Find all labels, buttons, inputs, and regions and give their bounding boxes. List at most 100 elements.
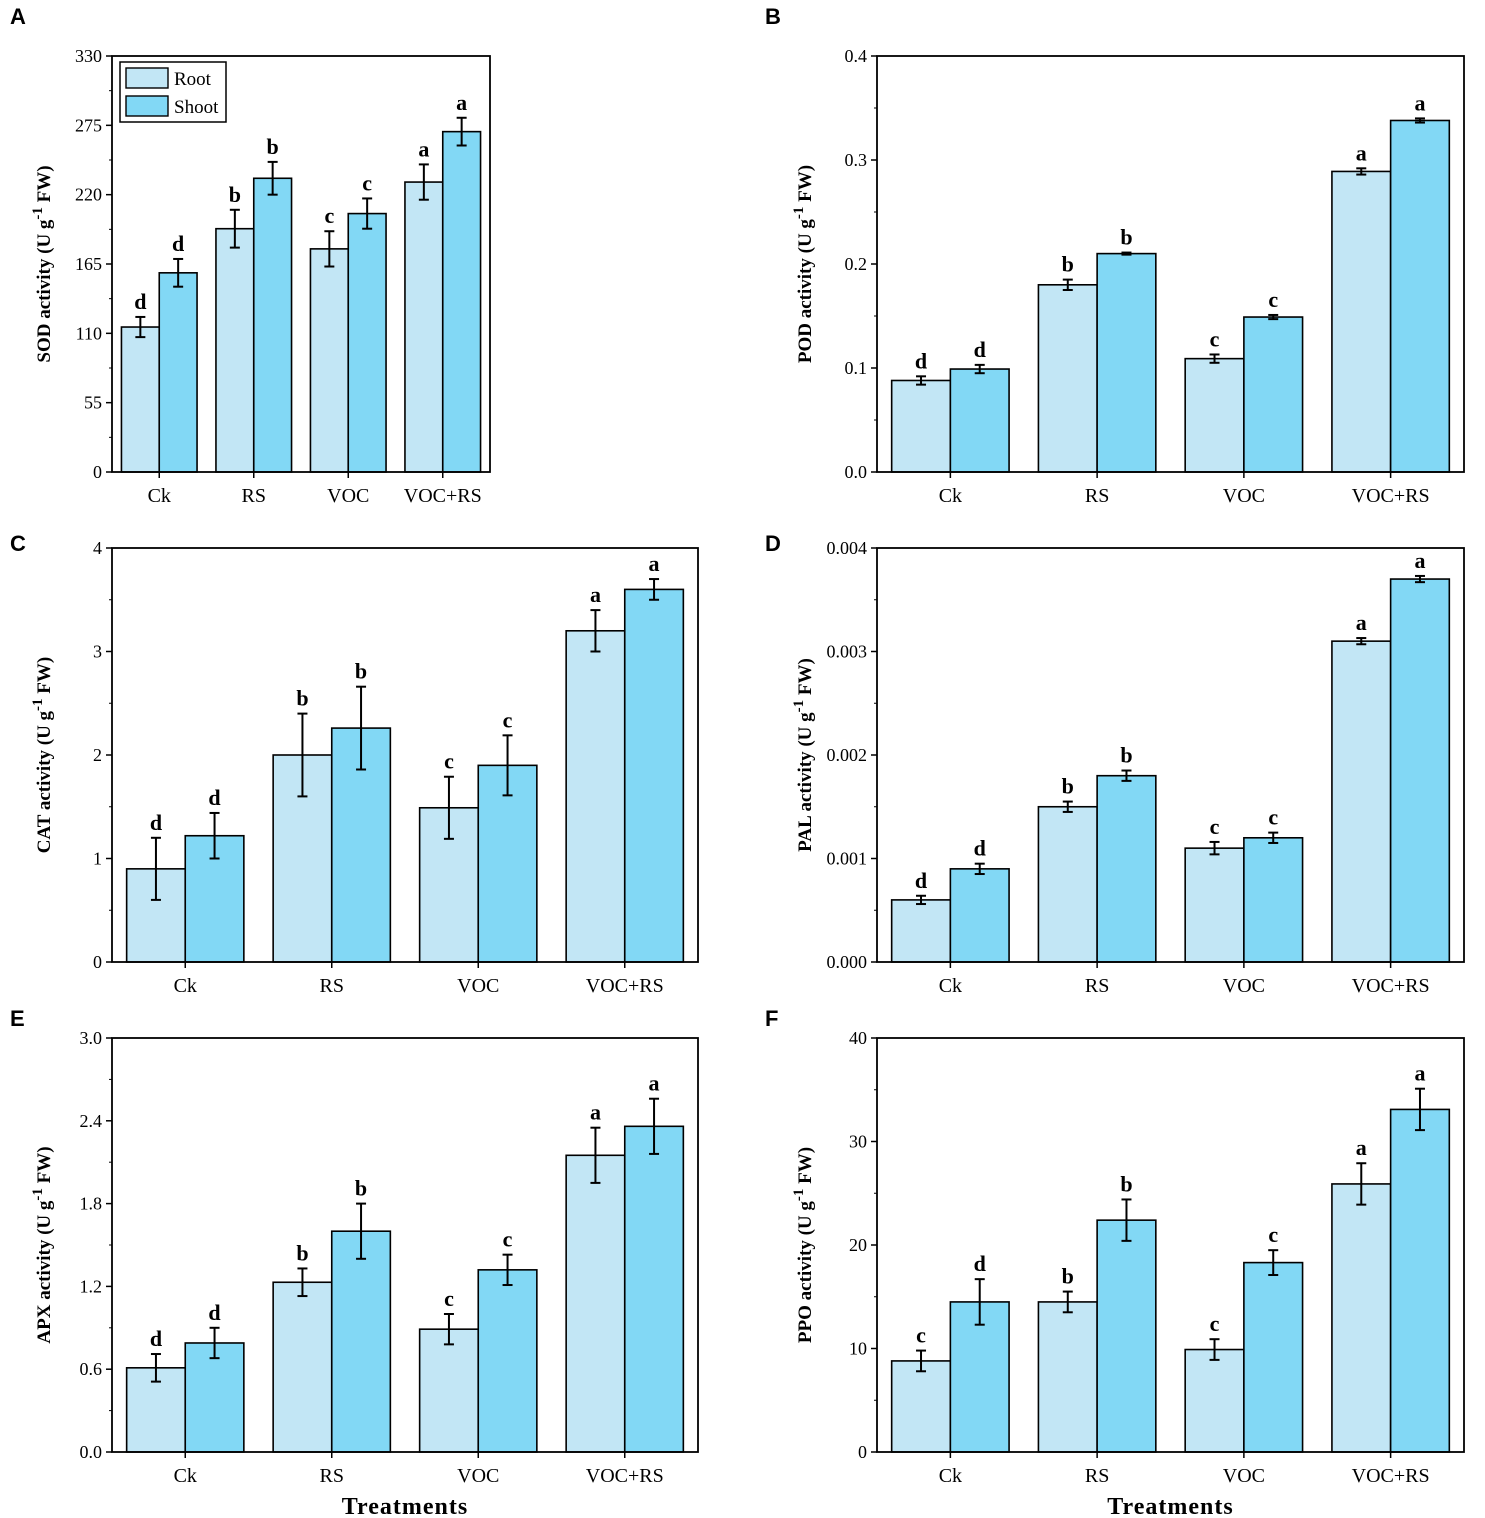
plot-frame (876, 55, 1465, 473)
legend: Root Shoot (119, 61, 227, 123)
bar-root (565, 1154, 626, 1453)
significance-letter: a (1356, 140, 1367, 165)
y-tick-label: 0.1 (845, 358, 868, 378)
x-tick-label: VOC+RS (404, 485, 482, 507)
significance-letter: d (974, 337, 986, 362)
y-tick-label: 4 (93, 538, 102, 558)
significance-letter: a (1414, 1061, 1425, 1086)
x-tick-label: Ck (939, 485, 962, 507)
plot-frame (876, 547, 1465, 963)
significance-letter: b (296, 1240, 308, 1265)
significance-letter: c (444, 749, 454, 774)
chart-panel-e: E 0.0 0.6 1.2 1.8 2.4 3.0 APX activity (U g-1 F… (10, 1006, 699, 1518)
significance-letter: a (1356, 1135, 1367, 1160)
y-axis-label: APX activity (U g-1 FW) (30, 1146, 55, 1343)
bar-shoot (330, 1230, 392, 1453)
significance-letter: c (324, 203, 334, 228)
y-axis-label: PPO activity (U g-1 FW) (791, 1147, 816, 1343)
legend-label-shoot: Shoot (174, 97, 219, 118)
x-tick-label: VOC (457, 1465, 499, 1487)
y-tick-label: 1.8 (80, 1194, 103, 1214)
bar-root (890, 1360, 952, 1453)
significance-letter: b (1062, 1264, 1074, 1289)
chart-panel-a: A 0 55 110 165 220 275 330 SOD activity (U g-1 F… (10, 4, 491, 507)
bar-shoot (623, 1125, 685, 1453)
significance-letter: b (296, 686, 308, 711)
chart-panel-c: C 0 1 2 3 4 CAT activity (U g-1 FW) d d Ck b b RS c c V… (10, 531, 699, 997)
x-tick-label: VOC (457, 975, 499, 997)
bar-shoot (477, 1269, 538, 1453)
y-tick-label: 1.2 (80, 1276, 103, 1296)
plot-frame (876, 1037, 1465, 1453)
significance-letter: b (1062, 252, 1074, 277)
plot-frame (111, 1037, 699, 1453)
chart-panel-f: F 0 10 20 30 40 PPO activity (U g-1 FW) c d Ck b b R… (765, 1006, 1465, 1518)
bar-root (1331, 170, 1392, 473)
bar-root (1037, 283, 1098, 473)
significance-letter: c (1268, 287, 1278, 312)
x-tick-label: Ck (148, 485, 171, 507)
significance-letter: b (1120, 743, 1132, 768)
bar-shoot (1389, 1108, 1451, 1453)
x-axis-title: Treatments (1107, 1494, 1233, 1518)
bar-shoot (949, 368, 1010, 473)
plot-frame (111, 547, 699, 963)
x-tick-label: RS (320, 1465, 344, 1487)
significance-letter: c (362, 170, 372, 195)
significance-letter: c (1210, 814, 1220, 839)
bar-shoot (1096, 774, 1157, 963)
y-tick-label: 0.0 (80, 1442, 103, 1462)
panel-letter: A (10, 4, 26, 29)
x-tick-label: RS (242, 485, 266, 507)
bar-shoot (158, 272, 198, 473)
x-tick-label: VOC+RS (1352, 1465, 1430, 1487)
y-tick-label: 0 (93, 462, 102, 482)
bar-root (890, 899, 952, 963)
bar-shoot (1243, 836, 1304, 963)
bar-shoot (252, 177, 293, 473)
bar-root (565, 629, 626, 963)
y-tick-label: 20 (849, 1235, 867, 1255)
x-tick-label: Ck (939, 975, 962, 997)
x-axis-title: Treatments (342, 1494, 468, 1518)
panel-letter: C (10, 531, 26, 556)
y-tick-label: 3.0 (80, 1028, 103, 1048)
y-axis-label: SOD activity (U g-1 FW) (30, 165, 55, 362)
x-tick-label: VOC+RS (1352, 485, 1430, 507)
x-tick-label: RS (1085, 485, 1109, 507)
bar-root (1037, 805, 1098, 963)
significance-letter: b (1062, 774, 1074, 799)
y-tick-label: 0.0 (845, 462, 868, 482)
x-tick-label: RS (1085, 1465, 1109, 1487)
x-tick-label: Ck (939, 1465, 962, 1487)
bar-root (404, 181, 444, 473)
y-axis-label: PAL activity (U g-1 FW) (791, 658, 816, 852)
y-tick-label: 30 (849, 1132, 867, 1152)
significance-letter: c (916, 1323, 926, 1348)
x-tick-label: RS (1085, 975, 1109, 997)
significance-letter: a (456, 90, 467, 115)
significance-letter: a (649, 1071, 660, 1096)
x-tick-label: VOC (1223, 1465, 1265, 1487)
significance-letter: c (1268, 1222, 1278, 1247)
significance-letter: d (208, 785, 220, 810)
significance-letter: b (355, 1176, 367, 1201)
significance-letter: d (150, 1326, 162, 1351)
significance-letter: a (1414, 548, 1425, 573)
bar-shoot (949, 868, 1010, 963)
bar-shoot (1096, 252, 1157, 473)
x-tick-label: VOC+RS (1352, 975, 1430, 997)
significance-letter: b (1120, 225, 1132, 250)
y-tick-label: 0.003 (827, 642, 868, 662)
bar-shoot (949, 1301, 1010, 1453)
significance-letter: d (915, 348, 927, 373)
y-tick-label: 165 (75, 254, 102, 274)
y-tick-label: 2 (93, 745, 102, 765)
panel-letter: B (765, 4, 781, 29)
bar-root (309, 248, 350, 473)
bar-shoot (441, 130, 482, 473)
bar-root (1037, 1301, 1098, 1453)
y-tick-label: 0.4 (845, 46, 868, 66)
y-tick-label: 2.4 (80, 1111, 103, 1131)
